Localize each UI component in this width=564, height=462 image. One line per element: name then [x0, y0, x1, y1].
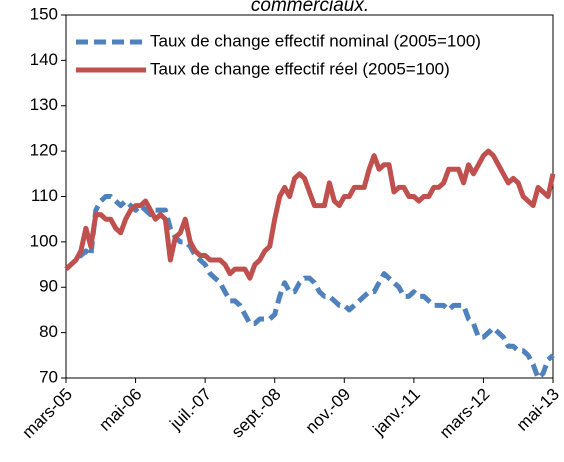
y-tick-label: 100 — [30, 231, 58, 250]
x-tick-label: nov.-09 — [302, 385, 355, 438]
y-tick-label: 110 — [31, 186, 58, 205]
series-line — [64, 194, 555, 381]
x-tick-label: juil.-07 — [166, 385, 216, 435]
legend-label: Taux de change effectif réel (2005=100) — [150, 59, 450, 78]
y-tick-label: 80 — [39, 322, 58, 341]
x-tick-label: mars-05 — [18, 385, 76, 443]
y-tick-label: 120 — [30, 141, 58, 160]
chart-title: commerciaux. — [251, 0, 369, 16]
y-tick-label: 130 — [30, 95, 58, 114]
x-tick-label: mars-12 — [436, 385, 494, 443]
series-line — [64, 148, 556, 281]
y-tick-label: 150 — [30, 4, 58, 23]
y-tick-label: 140 — [30, 50, 58, 69]
x-tick-label: mai-06 — [95, 385, 145, 435]
y-tick-label: 90 — [39, 277, 58, 296]
y-tick-label: 70 — [39, 367, 58, 386]
x-tick-label: janv.-11 — [369, 385, 424, 440]
x-tick-label: mai-13 — [513, 385, 563, 435]
x-tick-label: sept.-08 — [228, 385, 285, 442]
legend-label: Taux de change effectif nominal (2005=10… — [150, 31, 481, 50]
